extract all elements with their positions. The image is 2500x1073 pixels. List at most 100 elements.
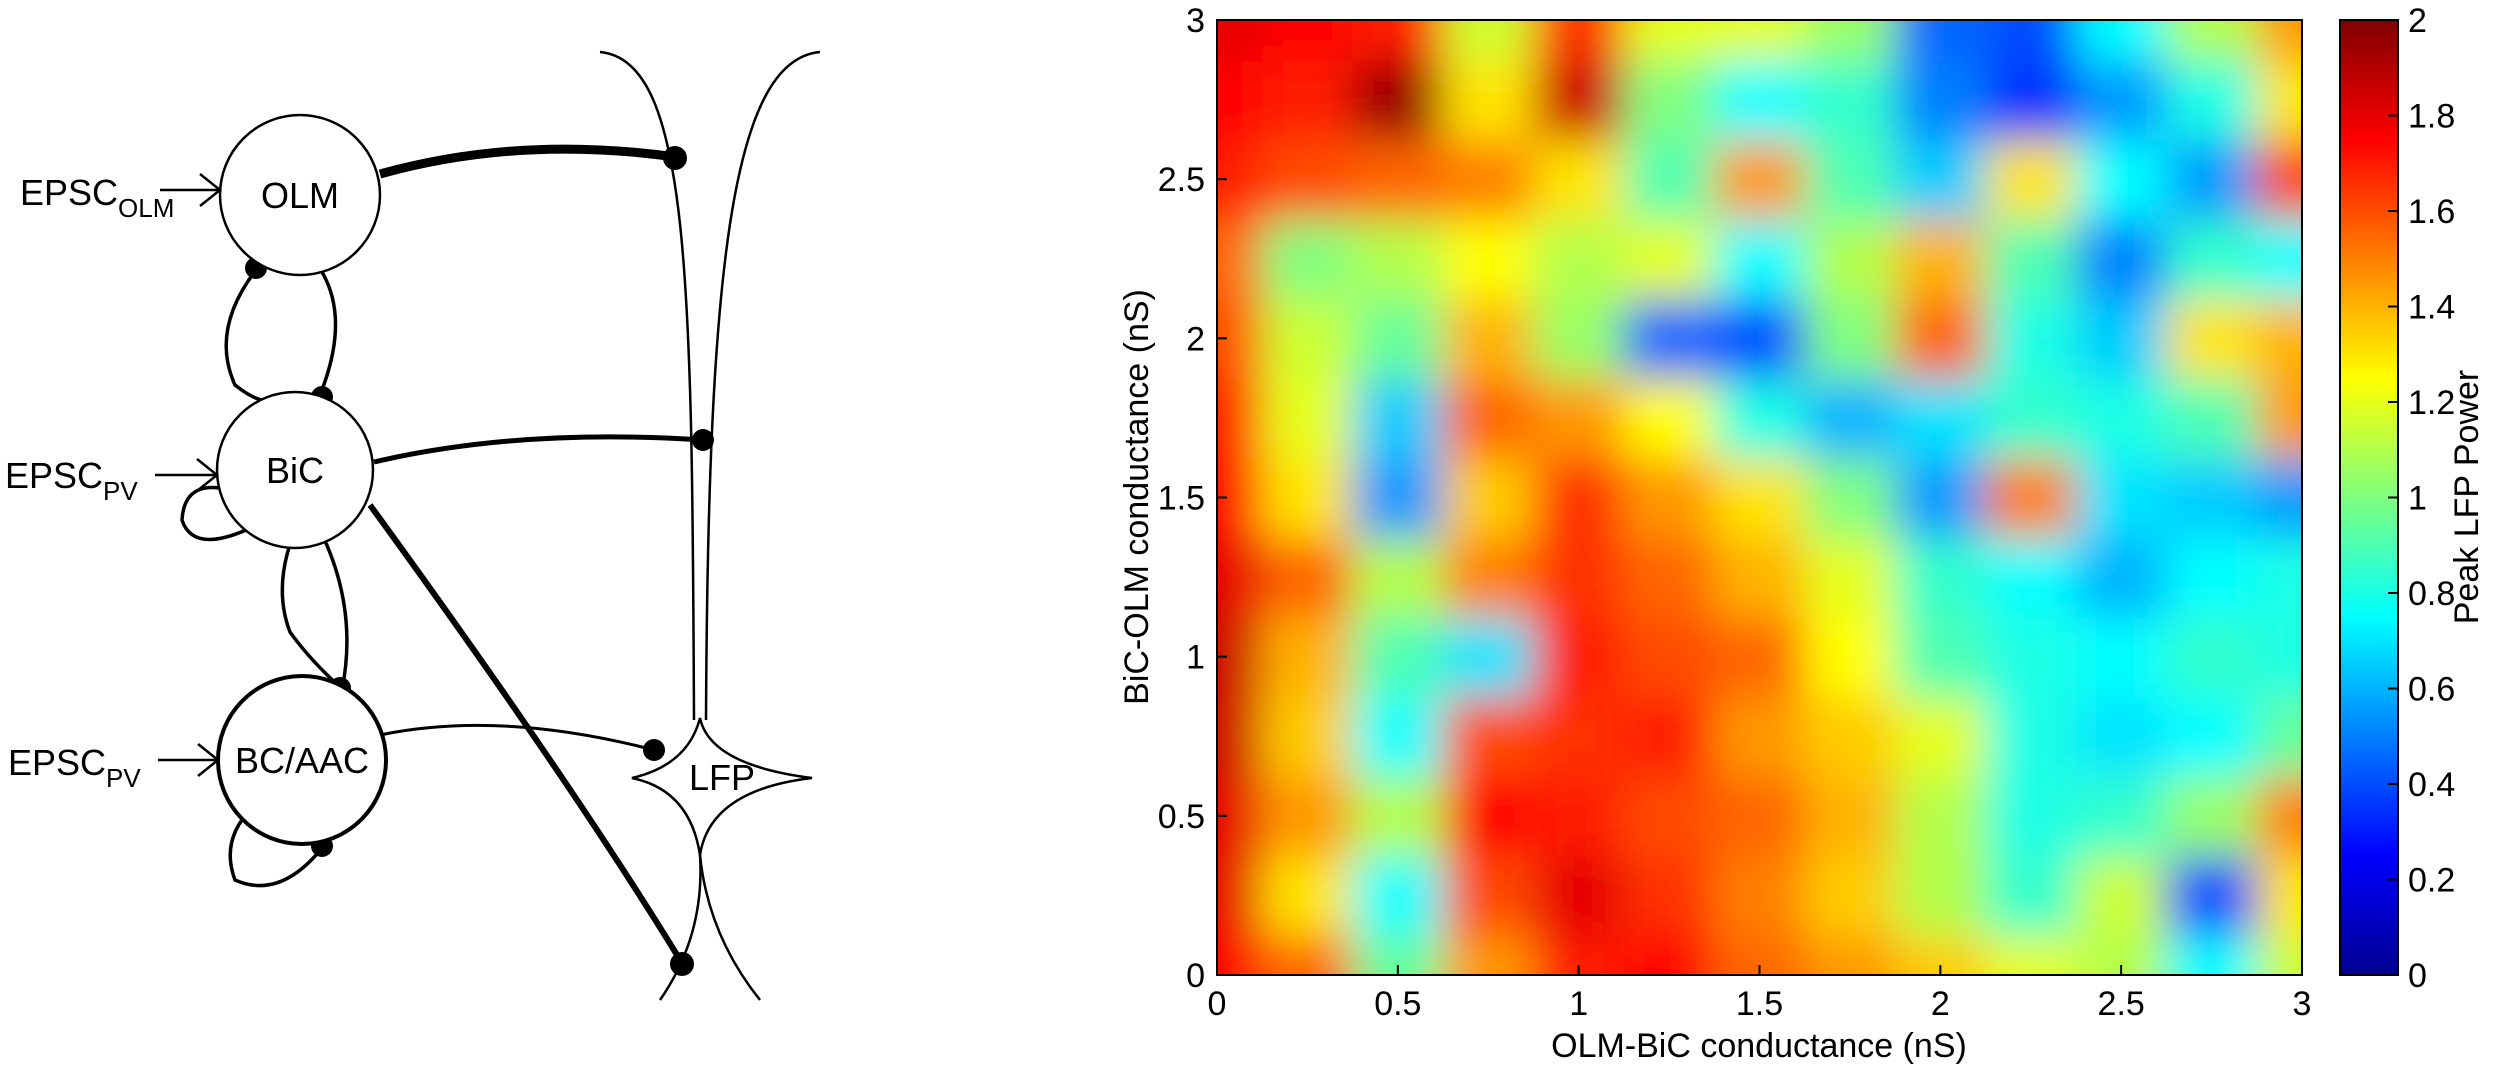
x-tick-label: 2.5 — [2098, 985, 2145, 1023]
input-arrowhead-olm — [199, 173, 223, 207]
heatmap-cell — [1262, 537, 1354, 618]
heatmap-cell — [1443, 537, 1535, 618]
heatmap-cell — [1352, 616, 1445, 698]
synapse-bcaac-lfp — [643, 739, 665, 761]
heatmap-cell — [1804, 537, 1897, 618]
pyramidal-basal-dendrite-right — [698, 854, 761, 1001]
input-label-olm: EPSCOLM — [20, 172, 174, 223]
heatmap-cell — [1352, 537, 1445, 618]
heatmap-cell — [1262, 616, 1354, 698]
heatmap-cell — [1262, 776, 1354, 857]
input-arrowhead-bic — [196, 458, 220, 492]
heatmap-cell — [1352, 139, 1445, 220]
input-sub-bcaac: PV — [106, 763, 141, 793]
heatmap-cell — [2075, 855, 2168, 937]
heatmap-cell — [2256, 218, 2302, 300]
colorbar-tick-label: 0.8 — [2408, 575, 2455, 613]
pyramidal-apical-dendrite-right — [704, 50, 821, 721]
heatmap-cell — [1895, 537, 1987, 618]
heatmap-cell — [1533, 776, 1625, 857]
heatmap-cell — [1352, 696, 1445, 778]
heatmap-cell — [1804, 696, 1897, 778]
heatmap-cell — [1533, 855, 1625, 937]
node-circle-bic — [215, 390, 375, 550]
x-tick-label: 3 — [2293, 985, 2312, 1023]
heatmap-cell — [2256, 935, 2302, 975]
heatmap-cell — [1895, 378, 1987, 459]
heatmap-cell — [2256, 139, 2302, 220]
heatmap-cell — [1985, 855, 2077, 937]
heatmap-cell — [2075, 298, 2168, 380]
heatmap-cell — [1533, 616, 1625, 698]
heatmap-cell — [1804, 20, 1897, 61]
node-circle-olm — [218, 113, 382, 277]
heatmap-cell — [1714, 457, 1806, 539]
heatmap-cell — [1533, 696, 1625, 778]
heatmap-cell — [2166, 696, 2258, 778]
input-label-bcaac: EPSCPV — [8, 742, 141, 793]
heatmap-cell — [2075, 696, 2168, 778]
heatmap-cell — [1985, 776, 2077, 857]
input-base-bcaac: EPSC — [8, 742, 106, 783]
node-bcaac: BC/AAC — [216, 674, 388, 846]
heatmap-cell — [1714, 537, 1806, 618]
heatmap-cell — [1985, 457, 2077, 539]
heatmap-cell — [1623, 616, 1716, 698]
heatmap-cell — [1217, 696, 1264, 778]
x-tick-label: 0 — [1208, 985, 1227, 1023]
y-tick-label: 2 — [1186, 320, 1205, 358]
heatmap-cell — [2256, 378, 2302, 459]
heatmap-cell — [1985, 218, 2077, 300]
heatmap-cell — [1217, 537, 1264, 618]
y-axis-ticks: 0 0.5 1 1.5 2 2.5 3 — [1158, 2, 1227, 995]
heatmap-cell — [1804, 298, 1897, 380]
heatmap-cell — [1985, 696, 2077, 778]
heatmap-cell — [1217, 218, 1264, 300]
x-axis-ticks: 0 0.5 1 1.5 2 2.5 3 — [1208, 965, 2312, 1023]
colorbar-tick-label: 1.8 — [2408, 98, 2455, 136]
heatmap-cell — [2075, 776, 2168, 857]
heatmap-cell — [1262, 298, 1354, 380]
colorbar-ticks: 0 0.2 0.4 0.6 0.8 1 1.2 1.4 1.6 1.8 2 — [2388, 2, 2455, 995]
heatmap-cell — [1714, 139, 1806, 220]
heatmap-cell — [1217, 59, 1264, 141]
heatmap-cell — [2256, 696, 2302, 778]
heatmap-cell — [2166, 218, 2258, 300]
heatmap-cell — [1443, 776, 1535, 857]
heatmap-cell — [1714, 59, 1806, 141]
heatmap-chart: 0 0.5 1 1.5 2 2.5 3 0 0.5 1 1.5 2 2.5 3 OLM-BiC cond… — [1118, 2, 2312, 1065]
heatmap-cell — [1352, 218, 1445, 300]
heatmap-cell — [1262, 20, 1354, 61]
node-label-bic: BiC — [266, 450, 324, 491]
colorbar-tick-label: 1.6 — [2408, 193, 2455, 231]
heatmap-cell — [1895, 139, 1987, 220]
heatmap-cell — [1985, 20, 2077, 61]
heatmap-cell — [2166, 537, 2258, 618]
input-olm: EPSCOLM — [20, 172, 223, 223]
node-label-lfp: LFP — [689, 757, 755, 798]
colorbar-tick-label: 0.2 — [2408, 862, 2455, 900]
heatmap-cell — [1714, 20, 1806, 61]
colorbar-tick-label: 0.4 — [2408, 766, 2455, 804]
heatmap-cell — [1985, 616, 2077, 698]
heatmap-cell — [1985, 935, 2077, 975]
heatmap-cell — [2075, 457, 2168, 539]
heatmap-cell — [1533, 139, 1625, 220]
heatmap-cell — [2075, 378, 2168, 459]
heatmap-cell — [1985, 537, 2077, 618]
heatmap-cell — [2166, 378, 2258, 459]
heatmap-cell — [1262, 457, 1354, 539]
edge-bic-to-dendrite — [373, 434, 704, 465]
heatmap-cell — [2166, 776, 2258, 857]
colorbar-tick-label: 2 — [2408, 2, 2427, 40]
heatmap-cell — [1533, 537, 1625, 618]
heatmap-cell — [1352, 776, 1445, 857]
heatmap-cell — [2075, 616, 2168, 698]
heatmap-cell — [1533, 218, 1625, 300]
heatmap-cell — [1714, 298, 1806, 380]
edge-bic-to-olm — [318, 271, 338, 396]
heatmap-cell — [2166, 298, 2258, 380]
heatmap-cell — [1217, 935, 1264, 975]
heatmap-cell — [1623, 139, 1716, 220]
heatmap-cell — [1533, 20, 1625, 61]
